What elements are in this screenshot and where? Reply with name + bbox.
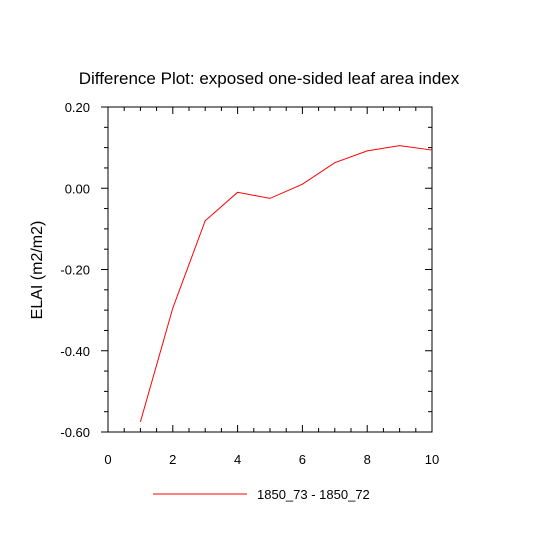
- series-layer: [139, 145, 433, 422]
- x-tick-label: 0: [104, 452, 111, 467]
- plot-frame: [107, 106, 433, 433]
- x-tick-label: 10: [425, 452, 439, 467]
- series-line: [139, 145, 433, 422]
- x-tick-label: 4: [234, 452, 241, 467]
- x-tick-label: 8: [364, 452, 371, 467]
- axis-tick-labels: 0 2 4 6 8 10 0.20 0.00 -0.20 -0.40 -0.60: [60, 100, 439, 467]
- x-tick-label: 6: [299, 452, 306, 467]
- y-tick-label: 0.00: [65, 181, 90, 196]
- legend-label: 1850_73 - 1850_72: [257, 487, 370, 502]
- y-axis-label: ELAI (m2/m2): [29, 221, 46, 320]
- y-tick-label: -0.60: [60, 425, 90, 440]
- chart-title: Difference Plot: exposed one-sided leaf …: [79, 69, 460, 88]
- axis-ticks: [101, 106, 433, 433]
- legend: 1850_73 - 1850_72: [153, 487, 370, 502]
- y-tick-label: -0.40: [60, 344, 90, 359]
- y-tick-label: -0.20: [60, 263, 90, 278]
- x-tick-label: 2: [169, 452, 176, 467]
- y-tick-label: 0.20: [65, 100, 90, 115]
